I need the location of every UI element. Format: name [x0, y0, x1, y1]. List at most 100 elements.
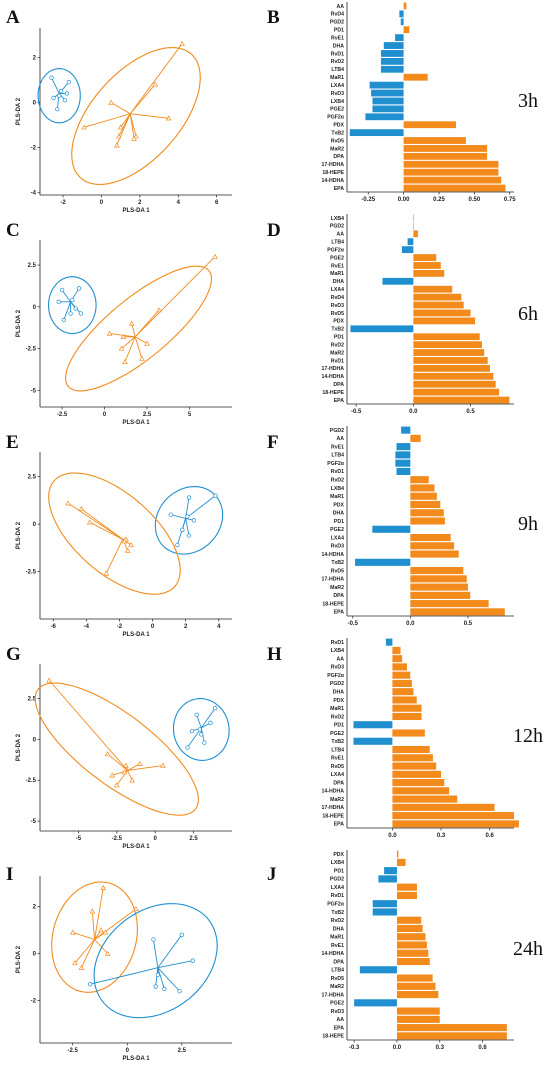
bar [353, 721, 393, 729]
blue-point [180, 527, 185, 532]
bar [396, 850, 399, 858]
timepoint-label: 6h [518, 303, 538, 325]
orange-point [106, 330, 113, 336]
category-label: PD1 [334, 28, 344, 34]
category-label: PGF2α [327, 247, 345, 253]
bar [403, 137, 466, 144]
blue-point [88, 982, 93, 987]
blue-star-line [63, 301, 72, 321]
category-label: DPA [333, 780, 344, 786]
category-label: TxB2 [331, 327, 344, 333]
x-tick-label: 0.50 [469, 197, 481, 203]
y-tick-label: -4 [31, 191, 37, 197]
bar [396, 858, 406, 866]
bar [407, 238, 414, 246]
blue-point [213, 493, 218, 498]
category-label: PGF2α [327, 673, 345, 679]
x-tick-label: 0.25 [433, 197, 445, 203]
category-label: PGD2 [330, 20, 344, 26]
category-label: PDX [333, 502, 344, 508]
bar [396, 891, 417, 899]
bar [396, 957, 430, 966]
category-label: PGE2 [330, 527, 344, 533]
category-label: AA [337, 656, 345, 662]
bar [371, 89, 404, 97]
category-label: PGD2 [330, 428, 344, 434]
category-label: LXA4 [331, 535, 344, 541]
category-label: RvD5 [331, 764, 344, 770]
panel-letter: F [267, 432, 279, 453]
x-tick-label: -0.5 [348, 621, 359, 627]
y-tick-label: 2 [33, 905, 37, 911]
category-label: PGF2α [327, 901, 345, 907]
bar [410, 434, 421, 442]
bar [401, 246, 414, 254]
category-label: DHA [333, 511, 344, 517]
category-label: LTB4 [331, 67, 344, 73]
bar [392, 712, 422, 721]
y-tick-label: -2.5 [26, 347, 37, 353]
blue-group-ellipse [37, 68, 81, 124]
x-tick-label: 0.3 [437, 833, 446, 839]
orange-point [144, 340, 150, 346]
category-label: DPA [333, 382, 344, 388]
blue-point [185, 514, 190, 519]
x-tick-label: -2.5 [57, 412, 68, 418]
bar [384, 867, 397, 875]
blue-point [191, 518, 197, 523]
orange-star-line [107, 753, 128, 771]
orange-star-line [67, 502, 124, 540]
bar [380, 57, 404, 65]
bar [396, 991, 439, 999]
bar [392, 779, 445, 787]
bar [413, 301, 464, 309]
blue-star-line [170, 514, 186, 519]
x-axis-label: PLS-DA 1 [122, 420, 150, 426]
bar [401, 426, 411, 434]
x-tick-label: 6 [215, 200, 219, 206]
blue-star-line [157, 960, 193, 969]
bar [392, 671, 411, 679]
category-label: RvE1 [331, 444, 344, 450]
category-label: RvD5 [331, 311, 344, 317]
orange-point [152, 81, 158, 87]
x-tick-label: 0.5 [466, 409, 475, 415]
orange-star-line [134, 309, 160, 338]
category-label: RvE1 [331, 756, 344, 762]
blue-point [212, 706, 218, 711]
orange-point [103, 570, 110, 576]
bar [403, 176, 502, 184]
bar [392, 803, 495, 811]
blue-point [177, 989, 182, 994]
category-label: PGE2 [330, 107, 344, 113]
category-label: PDX [333, 852, 344, 858]
blue-point [64, 91, 70, 96]
bar [413, 341, 482, 349]
orange-point [212, 253, 218, 259]
x-tick-label: 2 [138, 200, 142, 206]
category-label: TxB2 [331, 560, 344, 566]
bar [372, 525, 411, 533]
category-label: LTB4 [331, 747, 344, 753]
bar [403, 26, 410, 34]
bar [396, 949, 429, 957]
category-label: LXA4 [331, 83, 344, 89]
category-label: DHA [333, 926, 344, 932]
orange-point [78, 964, 85, 970]
x-tick-label: 2.5 [143, 412, 152, 418]
orange-point [114, 782, 120, 788]
category-label: PGD2 [330, 224, 344, 230]
blue-point [55, 107, 60, 112]
orange-point [65, 500, 71, 506]
bar [410, 517, 445, 525]
category-label: RvD5 [331, 138, 344, 144]
orange-point [104, 950, 111, 956]
bar [413, 388, 500, 396]
x-axis-label: PLS-DA 1 [122, 844, 150, 850]
blue-point [57, 93, 62, 98]
category-label: MaR1 [330, 935, 344, 941]
category-label: 18-HEPE [322, 813, 344, 819]
bar [392, 754, 433, 762]
category-label: RvD4 [331, 295, 344, 301]
orange-star-line [81, 939, 95, 968]
